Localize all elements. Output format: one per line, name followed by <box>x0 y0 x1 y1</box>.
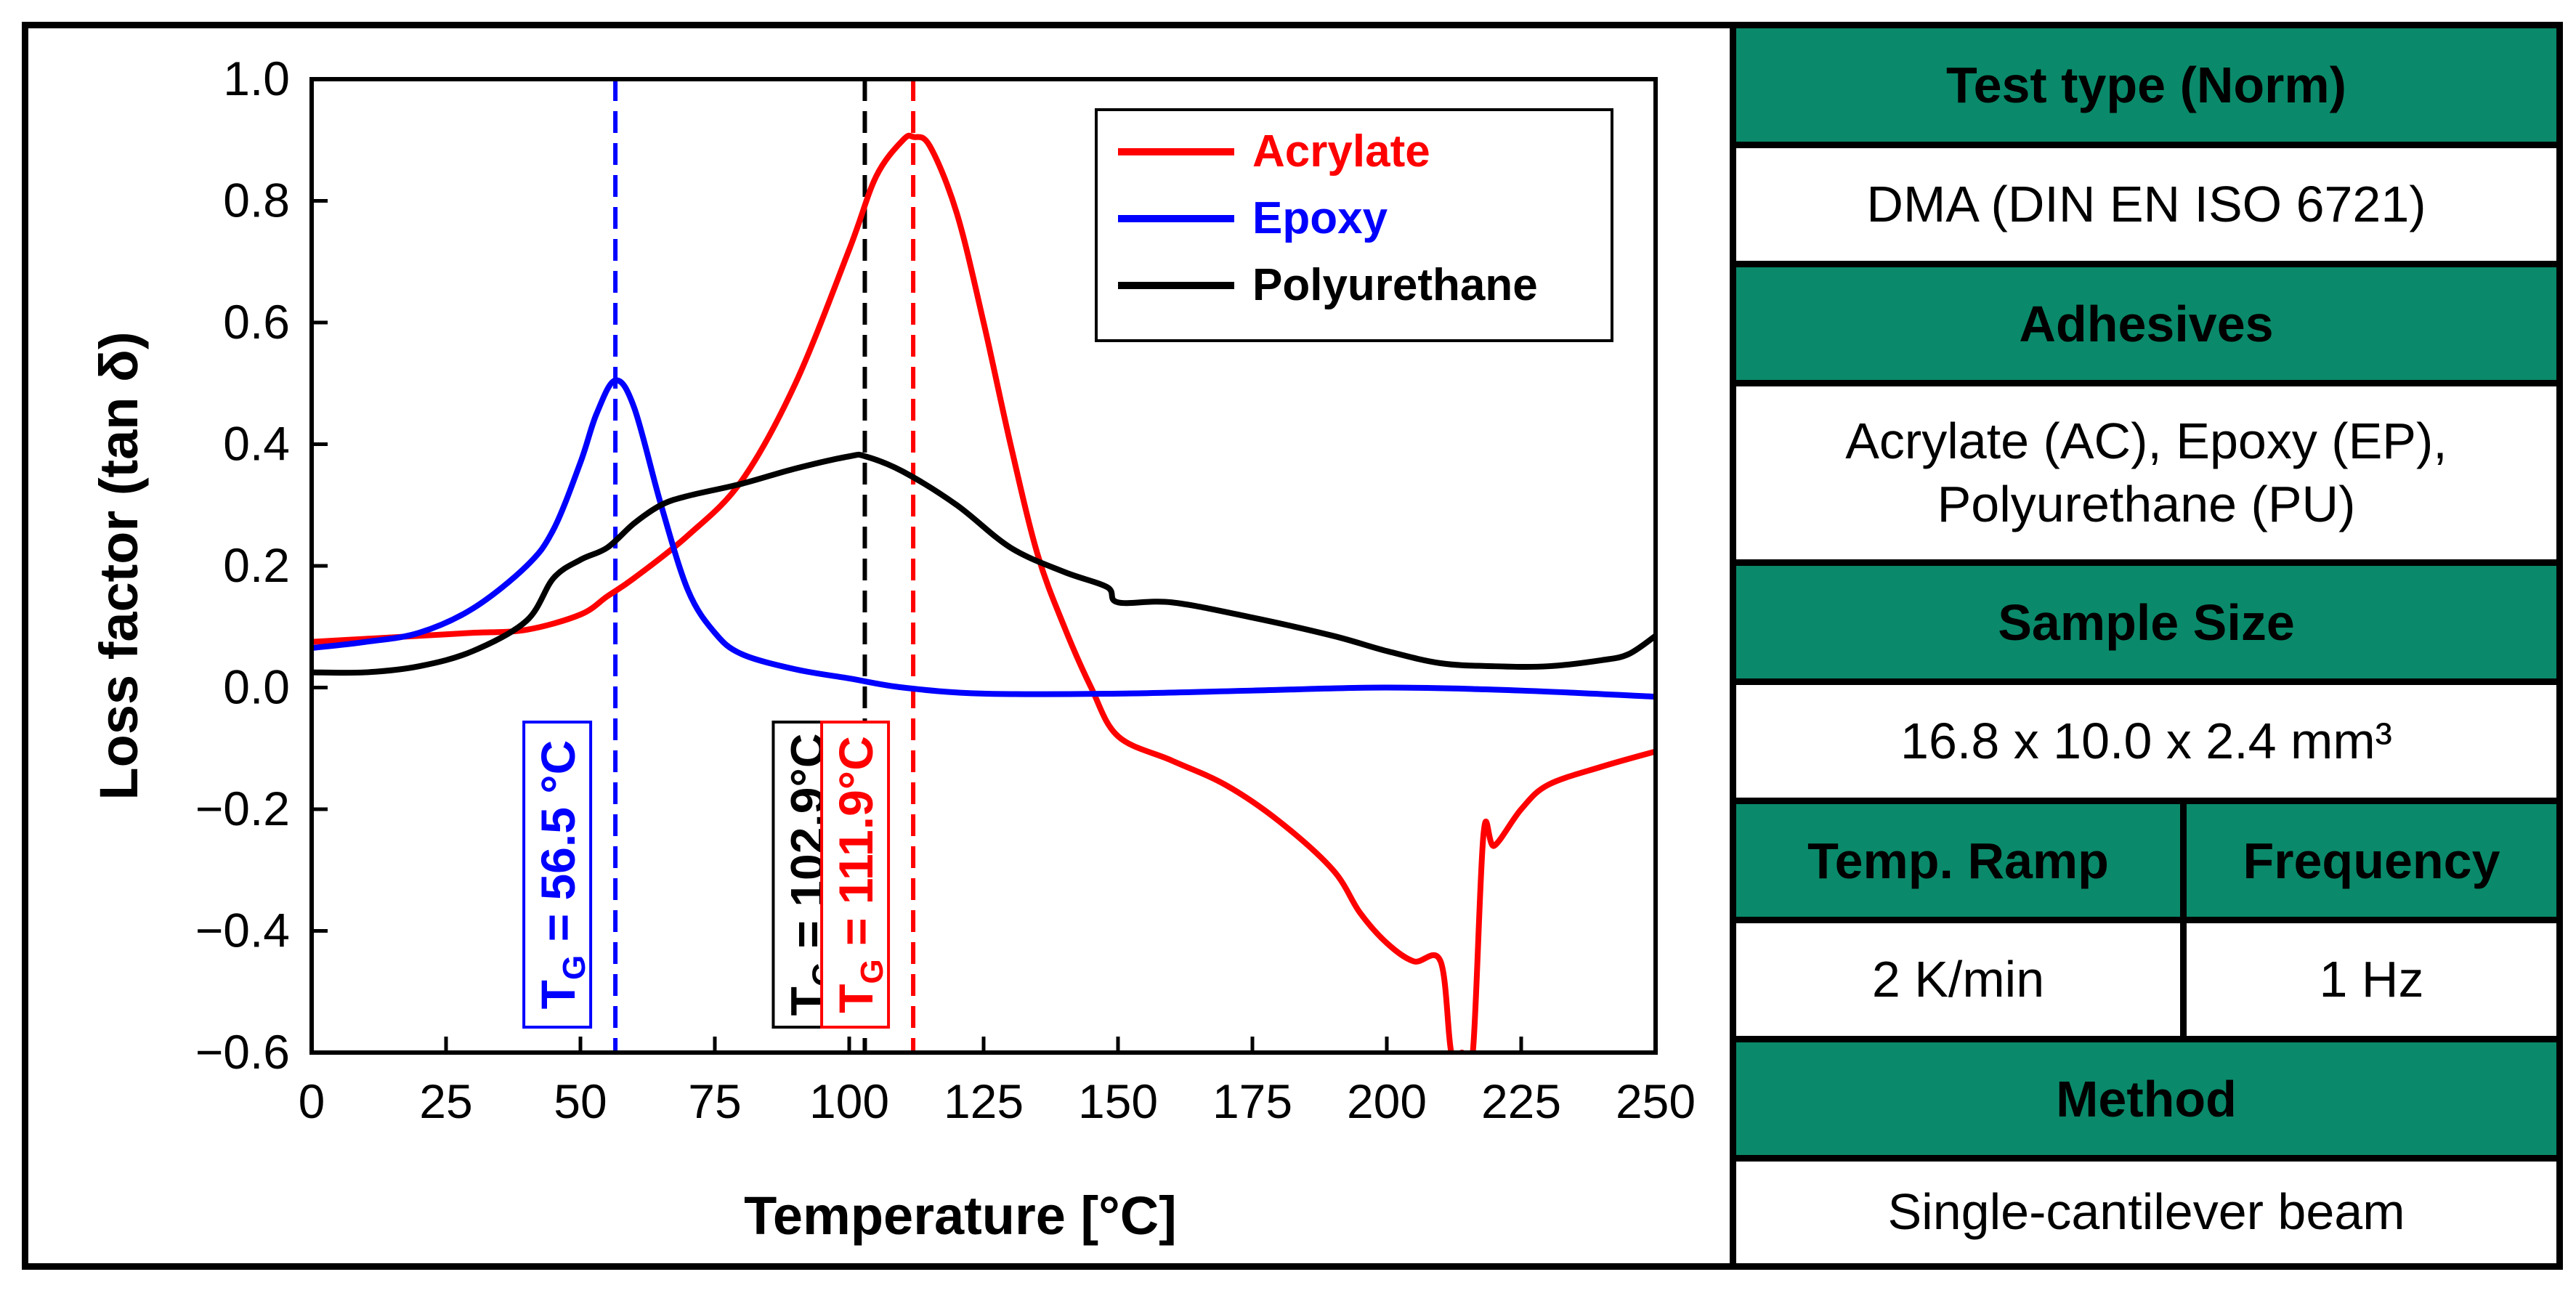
x-tick-label: 150 <box>1078 1074 1158 1128</box>
tg-label-box <box>820 721 891 1029</box>
test-type-value-text: DMA (DIN EN ISO 6721) <box>1866 175 2426 232</box>
tg-label-0: TG = 56.5 °C <box>522 721 593 1029</box>
tg-label-2: TG = 111.9°C <box>820 721 891 1029</box>
frequency-header: Frequency <box>2187 804 2556 917</box>
method-header-label: Method <box>2056 1070 2237 1127</box>
figure-frame: 0 25 50 75 100 125 150 175 200 225 250 1.0 0.8 0.6 0.4… <box>22 22 2563 1270</box>
sample-size-value: 16.8 x 10.0 x 2.4 mm³ <box>1736 685 2556 804</box>
y-tick-label: 0.8 <box>223 174 290 227</box>
ramp-frequency-header: Temp. Ramp Frequency <box>1736 804 2556 923</box>
series-line-epoxy <box>312 377 1656 700</box>
y-tick-label: 0.4 <box>223 417 290 471</box>
test-type-value: DMA (DIN EN ISO 6721) <box>1736 148 2556 267</box>
y-tick-label: −0.6 <box>195 1025 290 1079</box>
adhesives-value-line2: Polyurethane (PU) <box>1937 476 2356 532</box>
legend-label-epoxy: Epoxy <box>1252 193 1388 243</box>
chart-panel: 0 25 50 75 100 125 150 175 200 225 250 1.0 0.8 0.6 0.4… <box>28 28 1743 1263</box>
x-tick-label: 200 <box>1347 1074 1427 1128</box>
adhesives-header-label: Adhesives <box>2019 295 2274 352</box>
x-tick-label: 25 <box>419 1074 472 1128</box>
ramp-frequency-values: 2 K/min 1 Hz <box>1736 923 2556 1042</box>
adhesives-value: Acrylate (AC), Epoxy (EP), Polyurethane … <box>1736 386 2556 566</box>
tg-label-text: TG = 56.5 °C <box>531 740 592 1010</box>
legend-label-polyurethane: Polyurethane <box>1252 260 1538 310</box>
frequency-header-label: Frequency <box>2243 832 2500 889</box>
x-tick-label: 75 <box>688 1074 741 1128</box>
loss-factor-chart: 0 25 50 75 100 125 150 175 200 225 250 1.0 0.8 0.6 0.4… <box>89 52 1696 1246</box>
test-parameters-table: Test type (Norm) DMA (DIN EN ISO 6721) A… <box>1730 28 2556 1263</box>
x-tick-label: 175 <box>1212 1074 1292 1128</box>
y-tick-label: 0.2 <box>223 538 290 592</box>
y-tick-label: −0.2 <box>195 782 290 835</box>
tg-label-box <box>522 721 593 1029</box>
y-tick-label: 0.6 <box>223 295 290 349</box>
temp-ramp-header: Temp. Ramp <box>1736 804 2187 917</box>
sample-size-value-text: 16.8 x 10.0 x 2.4 mm³ <box>1900 712 2392 769</box>
test-type-header-label: Test type (Norm) <box>1946 57 2346 113</box>
temp-ramp-value-text: 2 K/min <box>1871 950 2045 1008</box>
x-tick-label: 250 <box>1616 1074 1696 1128</box>
sample-size-header: Sample Size <box>1736 566 2556 685</box>
temp-ramp-value: 2 K/min <box>1736 923 2187 1036</box>
y-tick-label: 0.0 <box>223 660 290 714</box>
method-header: Method <box>1736 1042 2556 1162</box>
method-value-text: Single-cantilever beam <box>1887 1183 2405 1241</box>
frequency-value: 1 Hz <box>2187 923 2556 1036</box>
x-axis-title: Temperature [°C] <box>744 1186 1177 1246</box>
adhesives-value-line1: Acrylate (AC), Epoxy (EP), <box>1845 412 2447 469</box>
adhesives-header: Adhesives <box>1736 267 2556 386</box>
test-type-header: Test type (Norm) <box>1736 28 2556 148</box>
x-tick-label: 100 <box>809 1074 889 1128</box>
y-tick-label: 1.0 <box>223 52 290 105</box>
series-line-polyurethane <box>312 451 1656 676</box>
x-tick-label: 225 <box>1481 1074 1561 1128</box>
sample-size-header-label: Sample Size <box>1998 593 2295 651</box>
x-tick-label: 0 <box>299 1074 325 1128</box>
x-tick-label: 125 <box>944 1074 1024 1128</box>
tg-label-text: TG = 111.9°C <box>829 736 890 1013</box>
legend-label-acrylate: Acrylate <box>1252 126 1430 177</box>
frequency-value-text: 1 Hz <box>2319 950 2424 1008</box>
x-tick-label: 50 <box>554 1074 607 1128</box>
method-value: Single-cantilever beam <box>1736 1162 2556 1263</box>
y-axis-title: Loss factor (tan δ) <box>89 331 149 800</box>
series-line-acrylate <box>312 132 1656 1053</box>
y-tick-label: −0.4 <box>195 904 290 957</box>
temp-ramp-header-label: Temp. Ramp <box>1807 832 2109 889</box>
